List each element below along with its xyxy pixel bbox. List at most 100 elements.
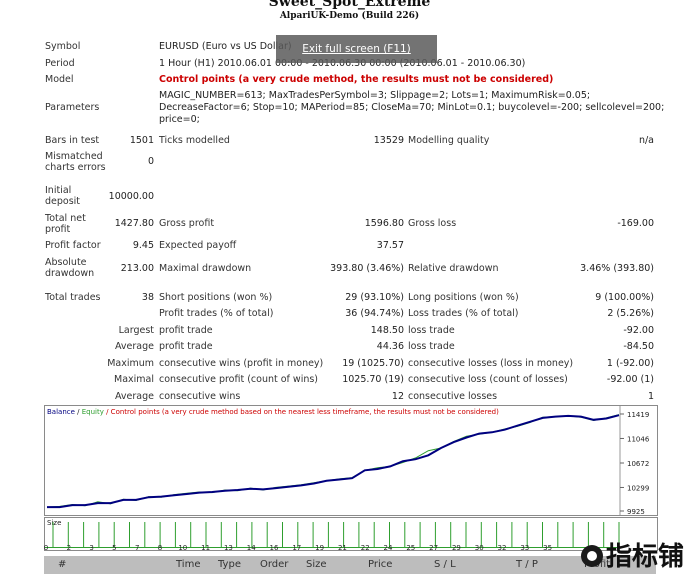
- netprofit-value: 1427.80: [114, 218, 154, 229]
- symbol-label: Symbol: [45, 41, 81, 52]
- column-header-order[interactable]: Order: [260, 559, 289, 570]
- payoff-value: 37.57: [376, 240, 404, 251]
- maximal-profit-value: 1025.70 (19): [342, 374, 404, 385]
- pt-value: 36 (94.74%): [345, 308, 404, 319]
- reldd-value: 3.46% (393.80): [580, 263, 654, 274]
- long-label: Long positions (won %): [408, 292, 519, 303]
- model-label: Model: [45, 74, 74, 85]
- average-profit-value: 44.36: [376, 341, 404, 352]
- x-tick-label: 3: [89, 544, 93, 552]
- y-tick-label: 9925: [627, 508, 645, 515]
- x-tick-label: 19: [315, 544, 324, 552]
- parameters-line-3: price=0;: [159, 114, 200, 125]
- column-header-size[interactable]: Size: [306, 559, 327, 570]
- legend-separator: /: [74, 408, 82, 416]
- largest-profit-value: 148.50: [370, 325, 404, 336]
- average-label: Average: [114, 341, 154, 352]
- x-tick-label: 11: [201, 544, 210, 552]
- column-header-type[interactable]: Type: [218, 559, 241, 570]
- size-chart-svg: [45, 522, 620, 548]
- largest-label: Largest: [118, 325, 154, 336]
- x-tick-label: 10: [178, 544, 187, 552]
- period-value: 1 Hour (H1) 2010.06.01 00:00 - 2010.06.3…: [159, 58, 526, 69]
- report-header: Sweet_Spot_Extreme AlpariUK-Demo (Build …: [0, 0, 699, 21]
- watermark-text: 指标铺: [606, 542, 684, 572]
- x-tick-label: 0: [44, 544, 48, 552]
- x-tick-label: 21: [338, 544, 347, 552]
- max-losses-label: consecutive losses (loss in money): [408, 358, 574, 369]
- chart-legend: Balance / Equity / Control points (a ver…: [47, 408, 499, 416]
- x-tick-label: 32: [498, 544, 507, 552]
- lt-value: 2 (5.26%): [607, 308, 654, 319]
- average-profit-label: profit trade: [159, 341, 213, 352]
- size-chart: Size: [44, 517, 658, 551]
- quality-label: Modelling quality: [408, 135, 490, 146]
- y-tick-label: 10299: [627, 484, 649, 492]
- column-header-t-p[interactable]: T / P: [516, 559, 538, 570]
- grossprofit-label: Gross profit: [159, 218, 215, 229]
- grossloss-label: Gross loss: [408, 218, 457, 229]
- x-tick-label: 14: [247, 544, 256, 552]
- bars-label: Bars in test: [45, 135, 100, 146]
- model-value: Control points (a very crude method, the…: [159, 74, 554, 85]
- y-tick-label: 11046: [627, 435, 650, 443]
- maximal-loss-value: -92.00 (1): [606, 374, 654, 385]
- x-tick-label: 33: [520, 544, 529, 552]
- balance-line: [47, 414, 620, 509]
- x-axis: 0 2 3 5 7 8 10 11 13 14 16 17 19 21 22 24 25 27 29 30 32 33 35: [44, 544, 552, 552]
- payoff-label: Expected payoff: [159, 240, 237, 251]
- lt-label: Loss trades (% of total): [408, 308, 519, 319]
- x-tick-label: 25: [406, 544, 415, 552]
- largest-profit-label: profit trade: [159, 325, 213, 336]
- column-header-price[interactable]: Price: [368, 559, 393, 570]
- absdd-label-2: drawdown: [45, 268, 95, 279]
- reldd-label: Relative drawdown: [408, 263, 499, 274]
- x-tick-label: 5: [112, 544, 116, 552]
- legend-note: / Control points (a very crude method ba…: [103, 408, 499, 416]
- ticks-label: Ticks modelled: [159, 135, 230, 146]
- avg-wins-label: consecutive wins: [159, 391, 241, 402]
- maximal-profit-label: consecutive profit (count of wins): [159, 374, 319, 385]
- average-loss-label: loss trade: [408, 341, 455, 352]
- x-tick-label: 8: [158, 544, 162, 552]
- pf-label: Profit factor: [45, 240, 101, 251]
- x-tick-label: 7: [135, 544, 139, 552]
- trades-label: Total trades: [45, 292, 101, 303]
- maximal-label: Maximal: [114, 374, 154, 385]
- column-header-s-l[interactable]: S / L: [434, 559, 456, 570]
- max-wins-value: 19 (1025.70): [342, 358, 404, 369]
- column-header-time[interactable]: Time: [176, 559, 201, 570]
- balance-chart-svg: 11419 11046 10672 10299 9925: [46, 406, 650, 515]
- long-value: 9 (100.00%): [595, 292, 654, 303]
- parameters-label: Parameters: [45, 102, 100, 113]
- exit-fullscreen-button[interactable]: Exit full screen (F11): [276, 35, 437, 63]
- maxdd-label: Maximal drawdown: [159, 263, 252, 274]
- mismatch-value: 0: [147, 156, 154, 167]
- grossprofit-value: 1596.80: [364, 218, 404, 229]
- maximal-loss-label: consecutive loss (count of losses): [408, 374, 568, 385]
- report-subtitle: AlpariUK-Demo (Build 226): [279, 11, 420, 21]
- symbol-value: EURUSD (Euro vs US Dollar): [159, 41, 292, 52]
- parameters-line-2: DecreaseFactor=6; Stop=10; MAPeriod=85; …: [159, 102, 665, 113]
- netprofit-label-2: profit: [45, 224, 71, 235]
- maxdd-value: 393.80 (3.46%): [330, 263, 404, 274]
- quality-value: n/a: [638, 135, 654, 146]
- x-tick-label: 35: [543, 544, 552, 552]
- largest-loss-value: -92.00: [623, 325, 654, 336]
- average-loss-value: -84.50: [623, 341, 654, 352]
- ticks-value: 13529: [373, 135, 404, 146]
- short-label: Short positions (won %): [159, 292, 273, 303]
- legend-balance: Balance: [47, 408, 75, 416]
- x-tick-label: 24: [384, 544, 393, 552]
- average-2-label: Average: [114, 391, 154, 402]
- x-tick-label: 17: [292, 544, 301, 552]
- trades-value: 38: [141, 292, 154, 303]
- x-tick-label: 27: [429, 544, 438, 552]
- column-header-number[interactable]: #: [58, 559, 67, 570]
- pt-label: Profit trades (% of total): [159, 308, 274, 319]
- avg-wins-value: 12: [391, 391, 404, 402]
- x-tick-label: 22: [361, 544, 370, 552]
- x-tick-label: 2: [67, 544, 71, 552]
- x-tick-label: 30: [475, 544, 484, 552]
- grossloss-value: -169.00: [617, 218, 654, 229]
